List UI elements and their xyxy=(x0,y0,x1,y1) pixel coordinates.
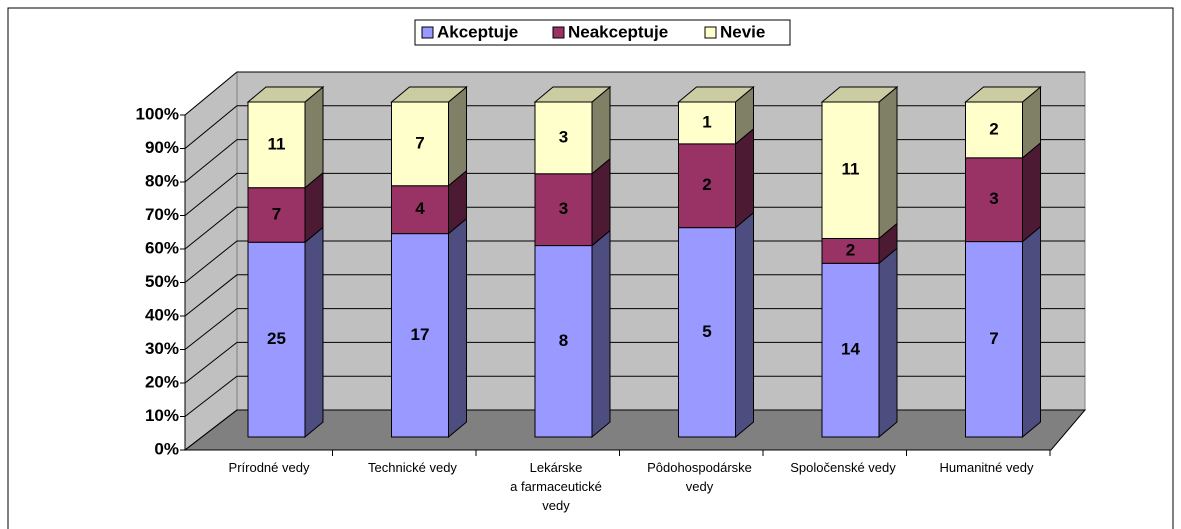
data-label: 2 xyxy=(846,240,855,259)
bar-side xyxy=(1022,141,1041,243)
bar-side xyxy=(304,226,324,439)
bar-side xyxy=(448,217,467,439)
bar xyxy=(678,227,736,438)
x-tick-label: Lekárske a farmaceutické vedy xyxy=(510,460,602,513)
bar-side xyxy=(591,229,611,439)
bar-side xyxy=(448,85,467,187)
bar-top xyxy=(964,86,1042,103)
bar-top xyxy=(677,86,755,103)
legend-swatch xyxy=(552,26,565,39)
bar-side xyxy=(735,211,754,439)
data-label: 25 xyxy=(267,329,286,348)
data-label: 3 xyxy=(559,127,568,146)
bar xyxy=(391,185,449,235)
y-tick-label: 90% xyxy=(145,138,179,157)
grid-line xyxy=(184,274,1085,317)
bar-side xyxy=(1022,225,1041,439)
bar xyxy=(965,241,1023,438)
legend-label: Neakceptuje xyxy=(568,22,668,41)
grid-line xyxy=(184,206,1085,250)
data-label: 11 xyxy=(842,160,860,179)
bar xyxy=(391,233,449,438)
data-label: 3 xyxy=(989,189,998,208)
x-tick-label: Prírodné vedy xyxy=(228,460,310,475)
bar-side xyxy=(735,127,754,229)
data-label: 7 xyxy=(415,133,424,152)
grid-line xyxy=(184,172,1085,216)
bar xyxy=(247,101,306,189)
side-wall xyxy=(184,70,238,452)
data-label: 7 xyxy=(989,329,998,348)
data-label: 17 xyxy=(411,325,430,344)
legend-label: Akceptuje xyxy=(437,22,518,41)
bar xyxy=(965,157,1023,243)
legend-label: Nevie xyxy=(720,22,765,41)
y-tick-label: 10% xyxy=(145,406,179,425)
grid-line xyxy=(184,240,1085,283)
bar xyxy=(247,241,306,438)
y-tick-label: 70% xyxy=(145,205,179,224)
bar xyxy=(534,101,593,175)
data-label: 7 xyxy=(272,204,281,223)
legend-swatch xyxy=(421,26,434,39)
data-label: 4 xyxy=(415,199,425,218)
y-tick-label: 80% xyxy=(145,171,179,190)
bar-side xyxy=(878,85,898,240)
y-tick-label: 50% xyxy=(145,272,179,291)
bar-side xyxy=(878,247,898,439)
y-tick-label: 60% xyxy=(145,238,179,257)
bar-top xyxy=(390,86,468,103)
grid-line xyxy=(184,71,1085,116)
bar-top xyxy=(533,86,612,103)
grid-line xyxy=(184,341,1085,384)
y-tick-label: 30% xyxy=(145,339,179,358)
y-tick-label: 40% xyxy=(145,305,179,324)
legend-swatch xyxy=(704,26,717,39)
grid-line xyxy=(184,105,1085,149)
data-label: 8 xyxy=(559,331,568,350)
y-tick-label: 0% xyxy=(154,439,179,458)
x-tick-label: Humanitné vedy xyxy=(939,460,1034,475)
legend-box xyxy=(414,19,791,46)
x-tick-label: Pôdohospodárske vedy xyxy=(647,460,752,494)
bar xyxy=(534,173,593,247)
data-label: 3 xyxy=(559,199,568,218)
bar-top xyxy=(820,86,899,103)
data-label: 11 xyxy=(268,134,286,153)
y-tick-label: 100% xyxy=(136,104,179,123)
data-label: 2 xyxy=(702,175,711,194)
data-label: 1 xyxy=(702,112,711,131)
data-label: 2 xyxy=(989,119,998,138)
x-tick-label: Spoločenské vedy xyxy=(790,460,896,475)
bar xyxy=(391,101,449,187)
bar-top xyxy=(246,86,325,103)
bar-side xyxy=(304,85,324,189)
bar xyxy=(821,262,880,438)
bar xyxy=(821,101,880,239)
x-tick-label: Technické vedy xyxy=(368,460,457,475)
grid-line xyxy=(184,139,1085,183)
y-tick-label: 20% xyxy=(145,372,179,391)
bar xyxy=(965,101,1023,159)
bar xyxy=(678,101,736,145)
grid-line xyxy=(184,375,1085,417)
grid-line xyxy=(184,308,1085,350)
grid-line xyxy=(184,409,1085,451)
data-label: 14 xyxy=(841,340,860,359)
data-label: 5 xyxy=(702,322,711,341)
bar xyxy=(821,237,880,264)
